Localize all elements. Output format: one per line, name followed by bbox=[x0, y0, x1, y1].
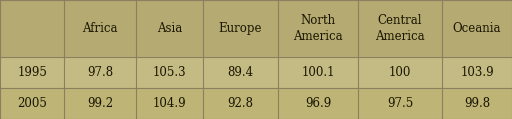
Bar bbox=[0, 0, 512, 57]
Bar bbox=[0, 57, 512, 88]
Text: 96.9: 96.9 bbox=[305, 97, 331, 110]
Text: 100: 100 bbox=[389, 66, 411, 79]
Text: 97.5: 97.5 bbox=[387, 97, 413, 110]
Text: Oceania: Oceania bbox=[453, 22, 501, 35]
Text: 99.2: 99.2 bbox=[87, 97, 113, 110]
Text: 1995: 1995 bbox=[17, 66, 47, 79]
Text: 89.4: 89.4 bbox=[227, 66, 253, 79]
Text: 104.9: 104.9 bbox=[153, 97, 186, 110]
Bar bbox=[0, 88, 512, 119]
Text: Central
America: Central America bbox=[375, 14, 425, 43]
Text: 105.3: 105.3 bbox=[153, 66, 186, 79]
Text: North
America: North America bbox=[293, 14, 343, 43]
Text: Europe: Europe bbox=[219, 22, 262, 35]
Text: 103.9: 103.9 bbox=[460, 66, 494, 79]
Text: 92.8: 92.8 bbox=[227, 97, 253, 110]
Text: 100.1: 100.1 bbox=[301, 66, 335, 79]
Text: Asia: Asia bbox=[157, 22, 182, 35]
Text: 99.8: 99.8 bbox=[464, 97, 490, 110]
Text: 97.8: 97.8 bbox=[87, 66, 113, 79]
Text: Africa: Africa bbox=[82, 22, 118, 35]
Text: 2005: 2005 bbox=[17, 97, 47, 110]
